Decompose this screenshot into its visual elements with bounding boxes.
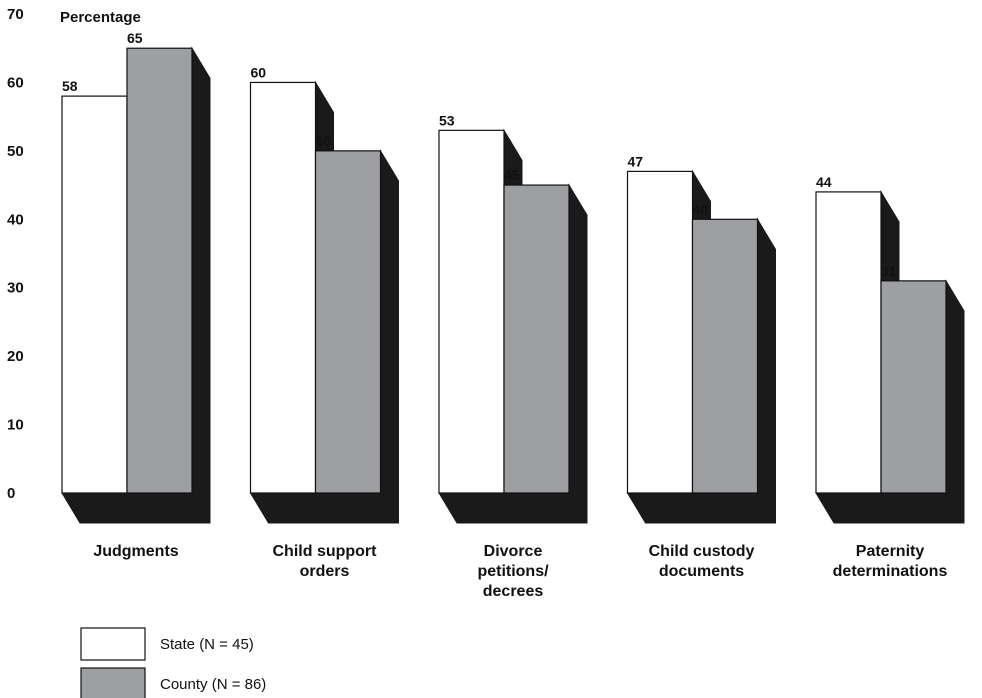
category-label: decrees bbox=[483, 583, 544, 600]
data-label: 50 bbox=[316, 133, 332, 149]
data-label: 58 bbox=[62, 78, 78, 94]
category-labels: Judgments Child support orders Divorce petit… bbox=[93, 543, 947, 600]
y-tick-label: 10 bbox=[7, 417, 24, 434]
category-label: Paternity bbox=[856, 543, 925, 560]
bar-county bbox=[126, 47, 193, 494]
y-tick-label: 70 bbox=[7, 6, 24, 23]
data-label: 47 bbox=[628, 153, 644, 169]
y-tick-label: 40 bbox=[7, 211, 24, 228]
y-tick-label: 0 bbox=[7, 485, 15, 502]
category-label: determinations bbox=[833, 563, 948, 580]
y-axis: Percentage 0 10 20 30 40 50 60 70 bbox=[7, 6, 141, 502]
bars bbox=[61, 47, 947, 494]
bar-county bbox=[503, 184, 570, 494]
category-label: Judgments bbox=[93, 543, 178, 560]
y-tick-label: 50 bbox=[7, 143, 24, 160]
category-label: Divorce bbox=[484, 543, 543, 560]
value-labels: 58 65 60 50 53 45 47 40 44 31 bbox=[62, 30, 897, 279]
legend-swatch-county bbox=[80, 667, 146, 698]
bar-state bbox=[626, 170, 694, 494]
bar-state bbox=[438, 129, 505, 494]
y-tick-label: 60 bbox=[7, 74, 24, 91]
bar-county bbox=[691, 218, 759, 494]
category-label: Child custody bbox=[649, 543, 755, 560]
category-label: orders bbox=[300, 563, 350, 580]
data-label: 60 bbox=[251, 64, 267, 80]
y-axis-label: Percentage bbox=[60, 9, 141, 26]
bar-state bbox=[249, 81, 317, 494]
y-tick-label: 20 bbox=[7, 348, 24, 365]
bar-state bbox=[61, 95, 128, 494]
legend-label: County (N = 86) bbox=[160, 676, 266, 693]
bar-county bbox=[314, 150, 382, 494]
bar-county bbox=[880, 280, 947, 494]
data-label: 65 bbox=[127, 30, 143, 46]
bar-state bbox=[815, 191, 882, 494]
category-label: petitions/ bbox=[477, 563, 549, 580]
data-label: 44 bbox=[816, 174, 832, 190]
legend-swatch-state bbox=[80, 627, 146, 661]
category-label: documents bbox=[659, 563, 744, 580]
data-label: 53 bbox=[439, 112, 455, 128]
category-label: Child support bbox=[273, 543, 378, 560]
legend-label: State (N = 45) bbox=[160, 636, 254, 653]
legend: State (N = 45) County (N = 86) bbox=[80, 627, 266, 698]
data-label: 31 bbox=[881, 263, 897, 279]
data-label: 40 bbox=[693, 201, 709, 217]
y-tick-label: 30 bbox=[7, 280, 24, 297]
data-label: 45 bbox=[504, 167, 520, 183]
